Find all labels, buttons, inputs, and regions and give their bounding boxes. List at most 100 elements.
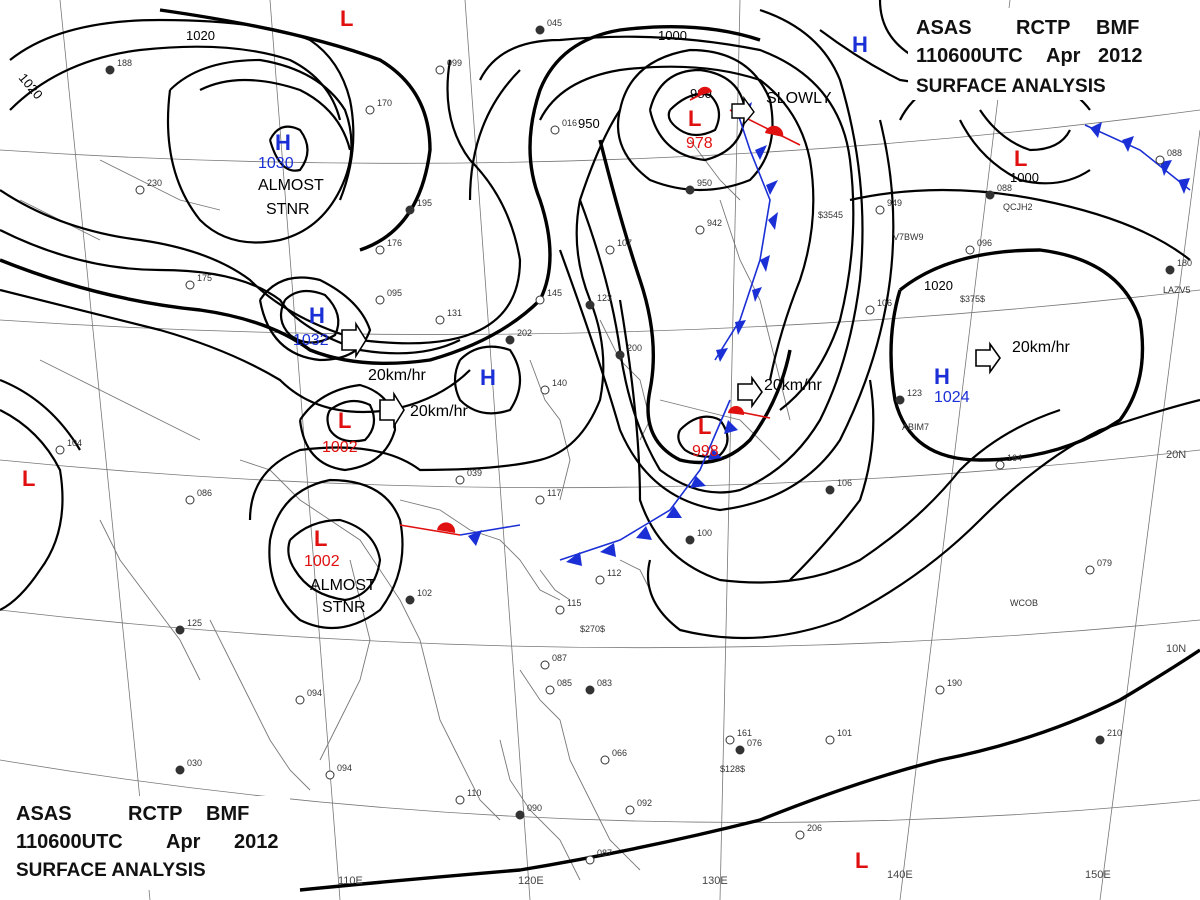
high-center-marker: H xyxy=(309,303,325,328)
header-top-code: BMF xyxy=(1096,17,1139,39)
motion-vectors: 20km/hr 20km/hr 20km/hr 20km/hr xyxy=(341,95,1070,429)
station-circle xyxy=(595,575,605,585)
slowly-arrow xyxy=(731,95,755,126)
station-circle xyxy=(375,295,385,305)
station-pressure-code: 087 xyxy=(597,848,612,858)
station-circle xyxy=(865,305,875,315)
station-pressure-code: 106 xyxy=(837,478,852,488)
header-top-title: SURFACE ANALYSIS xyxy=(916,76,1106,97)
low-center-marker: L xyxy=(22,466,35,491)
station-pressure-code: 085 xyxy=(557,678,572,688)
lon-label: 110E xyxy=(338,875,363,887)
station-id: $270$ xyxy=(580,624,605,634)
station-circle xyxy=(1085,565,1095,575)
station-pressure-code: 188 xyxy=(117,58,132,68)
station-circle xyxy=(535,495,545,505)
station-pressure-code: 206 xyxy=(807,823,822,833)
station-circle xyxy=(375,245,385,255)
motion-speed-label: 20km/hr xyxy=(764,377,822,394)
station-circle xyxy=(1155,155,1165,165)
station-circle xyxy=(985,190,995,200)
header-bottom-year: 2012 xyxy=(234,831,279,853)
station-pressure-code: 066 xyxy=(612,748,627,758)
high-center-marker: H xyxy=(934,364,950,389)
station-pressure-code: 102 xyxy=(417,588,432,598)
motion-speed-label: 20km/hr xyxy=(1012,339,1070,356)
station-pressure-code: 123 xyxy=(907,388,922,398)
station-circle xyxy=(455,475,465,485)
isobar-label: 1020 xyxy=(924,278,953,293)
station-pressure-code: 942 xyxy=(707,218,722,228)
station-circle xyxy=(585,685,595,695)
station-pressure-code: 092 xyxy=(637,798,652,808)
station-id: $3545 xyxy=(818,210,843,220)
isobar-label: 1020 xyxy=(186,28,215,43)
lon-label: 140E xyxy=(887,869,913,881)
station-pressure-code: 115 xyxy=(567,598,581,608)
cold-front xyxy=(459,524,521,536)
station-id: $128$ xyxy=(720,764,745,774)
station-circle xyxy=(685,535,695,545)
station-pressure-code: 131 xyxy=(447,308,462,318)
station-circle xyxy=(135,185,145,195)
station-pressure-code: 230 xyxy=(147,178,162,188)
station-circle xyxy=(505,335,515,345)
high-center-value: 1024 xyxy=(934,389,970,406)
station-circle xyxy=(995,460,1005,470)
station-pressure-code: 950 xyxy=(697,178,712,188)
motion-arrow: 20km/hr xyxy=(737,375,822,409)
low-center-value: 1002 xyxy=(304,553,340,570)
low-center-marker: L xyxy=(338,408,351,433)
motion-arrow: 20km/hr xyxy=(379,391,468,429)
station-circle xyxy=(605,245,615,255)
center-note-line1: ALMOST xyxy=(258,177,324,194)
fronts xyxy=(399,86,1191,566)
station-pressure-code: 088 xyxy=(1167,148,1182,158)
cold-front xyxy=(1084,124,1191,191)
station-circle xyxy=(935,685,945,695)
lat-label: 20N xyxy=(1166,449,1186,461)
warm-front xyxy=(399,524,461,536)
station-pressure-code: 090 xyxy=(527,803,542,813)
cold-front-triangles xyxy=(468,102,1190,566)
station-circle xyxy=(1095,735,1105,745)
station-circle xyxy=(185,495,195,505)
station-pressure-code: 099 xyxy=(447,58,462,68)
station-circle xyxy=(540,660,550,670)
station-circle xyxy=(105,65,115,75)
station-pressure-code: 164 xyxy=(1007,453,1022,463)
station-pressure-code: 087 xyxy=(552,653,567,663)
low-center-marker: L xyxy=(314,526,327,551)
station-circle xyxy=(615,350,625,360)
station-plots: 045 099 170 188 230 175 195 176 131 202 140 145 123 1… xyxy=(55,18,1192,865)
station-pressure-code: 202 xyxy=(517,328,532,338)
station-circle xyxy=(455,795,465,805)
station-pressure-code: 030 xyxy=(187,758,202,768)
station-circle xyxy=(535,25,545,35)
header-bottom-title: SURFACE ANALYSIS xyxy=(16,860,206,881)
warm-front-semicircles xyxy=(437,86,784,533)
station-id: QCJH2 xyxy=(1003,202,1033,212)
station-pressure-code: 094 xyxy=(337,763,352,773)
station-circle xyxy=(600,755,610,765)
pressure-centers: H 1030 ALMOST STNR H 1032 H H H 1024 L L… xyxy=(22,6,1027,873)
station-circle xyxy=(325,770,335,780)
station-circle xyxy=(825,735,835,745)
station-pressure-code: 076 xyxy=(747,738,762,748)
station-id: WCOB xyxy=(1010,598,1038,608)
station-pressure-code: 101 xyxy=(837,728,852,738)
station-circle xyxy=(795,830,805,840)
low-center-marker: L xyxy=(1014,146,1027,171)
header-bottom: ASAS RCTP BMF 110600UTC Apr 2012 SURFACE… xyxy=(8,796,290,890)
station-circle xyxy=(435,315,445,325)
lon-label: 130E xyxy=(702,875,728,887)
station-circle xyxy=(625,805,635,815)
high-center-value: 1030 xyxy=(258,155,294,172)
motion-arrow: 20km/hr xyxy=(975,339,1070,375)
low-center-marker: L xyxy=(698,414,711,439)
station-pressure-code: 175 xyxy=(197,273,212,283)
station-circle xyxy=(725,735,735,745)
station-pressure-code: 095 xyxy=(387,288,402,298)
station-circle xyxy=(175,625,185,635)
station-pressure-code: 110 xyxy=(467,788,481,798)
